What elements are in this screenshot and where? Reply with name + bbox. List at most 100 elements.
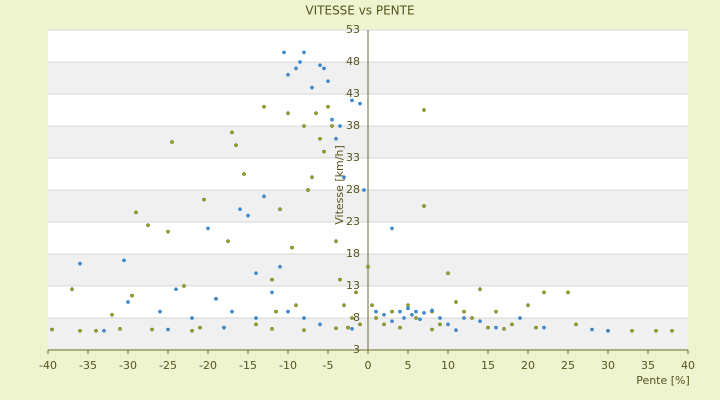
- data-point: [126, 300, 130, 304]
- data-point: [334, 326, 338, 331]
- data-point: [346, 325, 350, 330]
- data-point: [222, 325, 226, 330]
- data-point: [310, 175, 314, 180]
- y-tick-label: 53: [346, 23, 360, 36]
- x-tick-label: 30: [601, 359, 615, 372]
- y-axis-title: Vitesse [km/h]: [333, 145, 346, 225]
- data-point: [286, 309, 290, 314]
- data-point: [262, 194, 266, 199]
- data-point: [542, 325, 546, 330]
- y-tick-label: 18: [346, 247, 360, 260]
- x-tick-label: -10: [279, 359, 297, 372]
- data-point: [202, 197, 206, 202]
- data-point: [374, 316, 378, 320]
- data-point: [198, 325, 202, 330]
- data-point: [414, 316, 418, 320]
- data-point: [478, 319, 482, 324]
- data-point: [334, 136, 338, 141]
- data-point: [510, 322, 514, 327]
- data-point: [182, 284, 186, 288]
- x-tick-label: -20: [199, 359, 217, 372]
- data-point: [118, 327, 122, 331]
- data-point: [334, 239, 338, 244]
- data-point: [330, 117, 334, 122]
- data-point: [234, 143, 238, 148]
- data-point: [390, 309, 394, 314]
- data-point: [518, 316, 522, 320]
- data-point: [174, 287, 178, 292]
- y-tick-label: 8: [353, 311, 360, 324]
- data-point: [158, 309, 162, 314]
- data-point: [122, 258, 126, 263]
- data-point: [270, 290, 274, 295]
- x-tick-label: 5: [405, 359, 412, 372]
- data-point: [362, 188, 366, 192]
- data-point: [454, 328, 458, 333]
- data-point: [286, 72, 290, 77]
- data-point: [406, 306, 410, 311]
- data-point: [318, 322, 322, 327]
- data-point: [354, 290, 358, 295]
- x-tick-label: -5: [323, 359, 334, 372]
- data-point: [330, 124, 334, 128]
- data-point: [302, 50, 306, 55]
- data-point: [374, 309, 378, 314]
- data-point: [326, 104, 330, 109]
- data-point: [190, 316, 194, 320]
- y-tick-label: 43: [346, 87, 360, 100]
- data-point: [410, 312, 414, 317]
- data-point: [230, 130, 234, 135]
- x-tick-label: -35: [79, 359, 97, 372]
- data-point: [494, 325, 498, 330]
- data-point: [402, 316, 406, 320]
- data-point: [398, 309, 402, 314]
- data-point: [422, 108, 426, 112]
- data-point: [294, 303, 298, 308]
- data-point: [302, 124, 306, 128]
- data-point: [470, 316, 474, 320]
- data-point: [302, 328, 306, 333]
- data-point: [230, 309, 234, 314]
- x-tick-label: 35: [641, 359, 655, 372]
- data-point: [338, 124, 342, 128]
- x-tick-label: -30: [119, 359, 137, 372]
- x-axis-title: Pente [%]: [636, 374, 690, 387]
- data-point: [446, 271, 450, 276]
- x-tick-label: 25: [561, 359, 575, 372]
- data-point: [110, 312, 114, 317]
- data-point: [310, 85, 314, 90]
- data-point: [382, 312, 386, 317]
- data-point: [422, 311, 426, 315]
- data-point: [502, 327, 506, 331]
- data-point: [238, 207, 242, 212]
- data-point: [446, 322, 450, 327]
- data-point: [438, 316, 442, 320]
- data-point: [254, 316, 258, 320]
- data-point: [606, 328, 610, 333]
- data-point: [326, 79, 330, 84]
- x-tick-label: 0: [365, 359, 372, 372]
- data-point: [350, 98, 354, 103]
- data-point: [590, 327, 594, 332]
- data-point: [282, 50, 286, 55]
- data-point: [226, 239, 230, 244]
- data-point: [342, 303, 346, 308]
- data-point: [278, 207, 282, 212]
- data-point: [70, 287, 74, 292]
- data-point: [78, 328, 82, 333]
- data-point: [134, 210, 138, 215]
- data-point: [206, 226, 210, 231]
- data-point: [390, 226, 394, 231]
- data-point: [306, 188, 310, 192]
- chart-title: VITESSE vs PENTE: [305, 4, 414, 18]
- data-point: [422, 204, 426, 208]
- data-point: [358, 322, 362, 327]
- data-point: [654, 328, 658, 333]
- data-point: [190, 328, 194, 333]
- x-tick-label: 40: [681, 359, 695, 372]
- data-point: [290, 245, 294, 250]
- data-point: [286, 111, 290, 116]
- y-tick-label: 33: [346, 151, 360, 164]
- data-point: [166, 229, 170, 234]
